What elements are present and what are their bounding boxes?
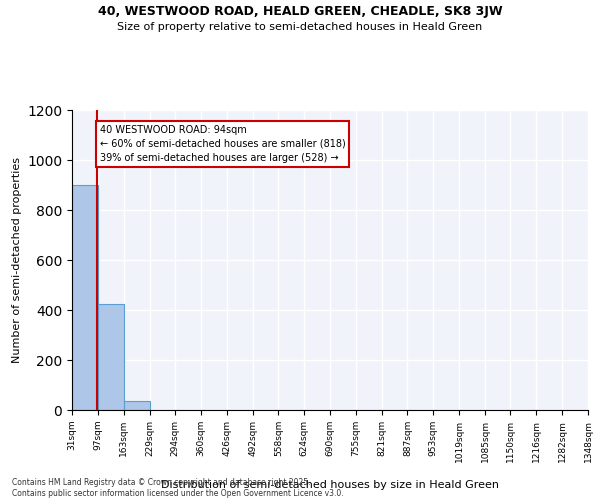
Bar [98, 304, 124, 410]
Text: Size of property relative to semi-detached houses in Heald Green: Size of property relative to semi-detach… [118, 22, 482, 32]
Text: 40 WESTWOOD ROAD: 94sqm
← 60% of semi-detached houses are smaller (818)
39% of s: 40 WESTWOOD ROAD: 94sqm ← 60% of semi-de… [100, 125, 346, 163]
Text: Contains HM Land Registry data © Crown copyright and database right 2025.
Contai: Contains HM Land Registry data © Crown c… [12, 478, 344, 498]
Y-axis label: Number of semi-detached properties: Number of semi-detached properties [11, 157, 22, 363]
Bar [124, 401, 149, 410]
Text: Distribution of semi-detached houses by size in Heald Green: Distribution of semi-detached houses by … [161, 480, 499, 490]
Bar [72, 185, 98, 410]
Text: 40, WESTWOOD ROAD, HEALD GREEN, CHEADLE, SK8 3JW: 40, WESTWOOD ROAD, HEALD GREEN, CHEADLE,… [98, 5, 502, 18]
